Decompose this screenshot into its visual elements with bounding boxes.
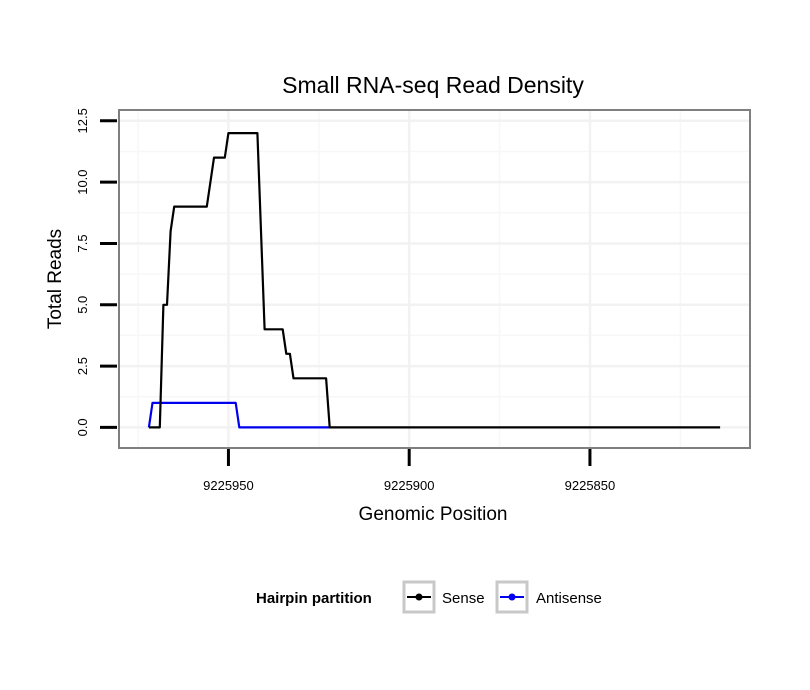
- x-tick-label: 9225850: [565, 478, 616, 493]
- legend-label-antisense: Antisense: [536, 590, 602, 607]
- legend: Hairpin partition Sense Antisense: [256, 580, 602, 614]
- legend-item-antisense: Antisense: [495, 580, 602, 614]
- series-line-antisense: [147, 401, 330, 429]
- y-tick-label: 5.0: [75, 296, 90, 314]
- legend-key-antisense-dot: [508, 593, 516, 601]
- legend-item-sense: Sense: [402, 580, 485, 614]
- series-lines: [147, 132, 721, 429]
- y-axis-title: Total Reads: [45, 229, 66, 329]
- grid-lines: [120, 111, 749, 447]
- series-line-sense: [148, 132, 721, 429]
- legend-key-antisense: [495, 580, 529, 614]
- x-tick-label: 9225900: [384, 478, 435, 493]
- chart-title: Small RNA-seq Read Density: [282, 72, 584, 98]
- plot-border: [118, 109, 751, 449]
- x-tick-label: 9225950: [203, 478, 254, 493]
- y-tick-label: 12.5: [75, 108, 90, 133]
- legend-key-sense-dot: [415, 593, 423, 601]
- y-tick-label: 10.0: [75, 169, 90, 194]
- legend-title: Hairpin partition: [256, 590, 372, 607]
- y-tick-label: 7.5: [75, 234, 90, 252]
- y-tick-label: 0.0: [75, 418, 90, 436]
- x-axis-title: Genomic Position: [359, 504, 508, 525]
- legend-label-sense: Sense: [442, 590, 485, 607]
- x-axis-ticks: 9225950 9225900 9225850: [203, 449, 615, 493]
- y-tick-label: 2.5: [75, 357, 90, 375]
- y-axis-ticks: 0.0 2.5 5.0 7.5 10.0 12.5: [75, 108, 117, 436]
